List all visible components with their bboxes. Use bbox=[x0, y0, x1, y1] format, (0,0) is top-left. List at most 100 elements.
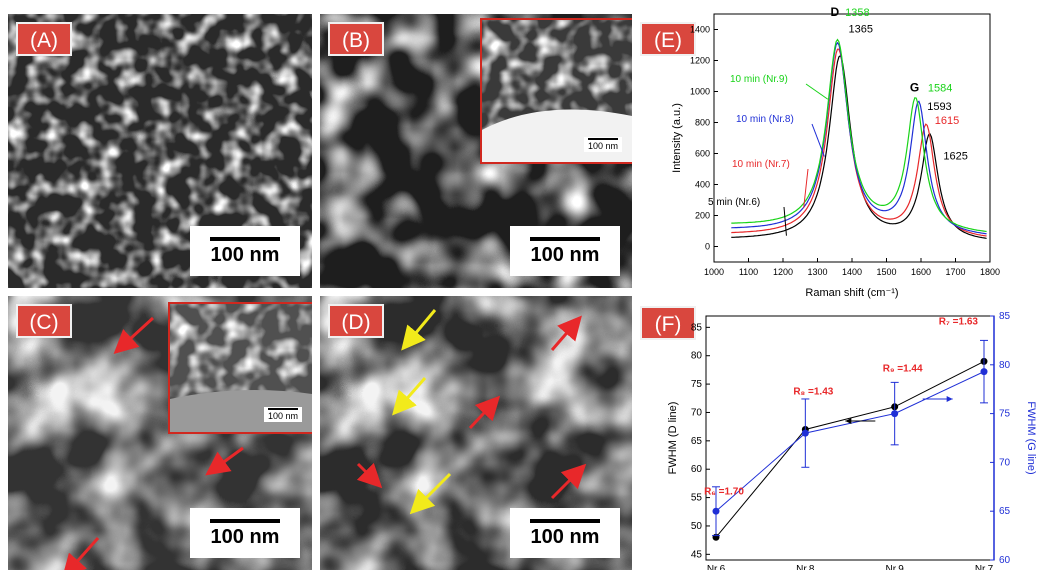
y-left-axis-label: FWHM (D line) bbox=[667, 402, 679, 475]
series-label: 10 min (Nr.9) bbox=[730, 74, 788, 85]
x-tick-label: 1100 bbox=[739, 267, 758, 277]
series-pointer bbox=[811, 123, 825, 157]
y-tick-label: 75 bbox=[691, 379, 703, 390]
red-arrow bbox=[356, 462, 383, 489]
left-axis-indicator-head bbox=[845, 417, 852, 424]
scale-bar-label-c: 100 nm bbox=[210, 526, 280, 548]
scale-bar-label-d: 100 nm bbox=[530, 526, 600, 548]
x-tick-label: 1400 bbox=[842, 267, 862, 277]
y-right-tick-label: 75 bbox=[999, 409, 1011, 420]
y-right-tick-label: 65 bbox=[999, 506, 1011, 517]
x-tick-label: Nr.8 bbox=[796, 564, 815, 570]
red-arrow bbox=[550, 315, 582, 351]
red-arrow bbox=[468, 395, 501, 430]
scale-bar-label-a: 100 nm bbox=[210, 244, 280, 266]
series-pointer bbox=[803, 168, 809, 208]
x-tick-label: Nr.7 bbox=[975, 564, 994, 570]
y-tick-label: 80 bbox=[691, 351, 703, 362]
y-right-tick-label: 60 bbox=[999, 555, 1011, 566]
scale-bar-label-b: 100 nm bbox=[530, 244, 600, 266]
fwhm-line bbox=[715, 360, 985, 538]
x-axis-label: Raman shift (cm⁻¹) bbox=[805, 287, 898, 299]
data-point bbox=[891, 410, 899, 418]
peak-value: 1584 bbox=[928, 83, 952, 95]
red-arrow bbox=[62, 537, 100, 570]
peak-value: 1615 bbox=[935, 115, 959, 127]
y-tick-label: 1000 bbox=[690, 87, 710, 97]
y-tick-label: 65 bbox=[691, 436, 703, 447]
y-tick-label: 200 bbox=[695, 211, 710, 221]
peak-d-label: D bbox=[830, 5, 839, 19]
scale-bar-c: 100 nm bbox=[190, 508, 300, 558]
panel-label-f: (F) bbox=[640, 306, 696, 340]
x-tick-label: 1500 bbox=[876, 267, 896, 277]
ratio-label: R₈ =1.43 bbox=[793, 386, 833, 397]
x-tick-label: 1600 bbox=[911, 267, 931, 277]
y-tick-label: 85 bbox=[691, 322, 703, 333]
inset-c: 100 nm bbox=[168, 302, 312, 434]
panel-label-e: (E) bbox=[640, 22, 696, 56]
peak-value: 1625 bbox=[943, 151, 967, 163]
inset-image-c bbox=[170, 304, 312, 432]
panel-label-b: (B) bbox=[328, 22, 384, 56]
inset-b: 100 nm bbox=[480, 18, 632, 164]
x-tick-label: Nr.9 bbox=[885, 564, 904, 570]
sem-image-a bbox=[8, 14, 312, 288]
x-tick-label: 1800 bbox=[980, 267, 1000, 277]
panel-label-d: (D) bbox=[328, 304, 384, 338]
panel-label-a: (A) bbox=[16, 22, 72, 56]
data-point bbox=[712, 507, 720, 515]
sem-panel-c: (C) 100 nm 100 nm bbox=[8, 296, 312, 570]
scale-bar-a: 100 nm bbox=[190, 226, 300, 276]
y-tick-label: 800 bbox=[695, 118, 710, 128]
peak-value: 1365 bbox=[849, 24, 873, 36]
y-right-tick-label: 85 bbox=[999, 311, 1011, 322]
ratio-label: R₉ =1.44 bbox=[883, 364, 923, 375]
arrow-layer-d bbox=[356, 309, 587, 515]
y-axis-label: Intensity (a.u.) bbox=[671, 103, 683, 173]
y-tick-label: 70 bbox=[691, 407, 703, 418]
spectrum-line bbox=[731, 38, 987, 233]
raman-spectrum-chart: 1000 1100 1200 1300 1400 1500 1600 1700 1800 0 200… bbox=[671, 5, 1000, 299]
x-tick-label: 1000 bbox=[704, 267, 724, 277]
x-tick-label: 1300 bbox=[807, 267, 827, 277]
x-tick-label: Nr.6 bbox=[707, 564, 726, 570]
y-tick-label: 45 bbox=[691, 549, 703, 560]
y-tick-label: 60 bbox=[691, 464, 703, 475]
y-right-axis-label: FWHM (G line) bbox=[1025, 401, 1037, 474]
scale-bar-d: 100 nm bbox=[510, 508, 620, 558]
spectrum-line bbox=[731, 48, 987, 237]
y-right-tick-label: 80 bbox=[999, 360, 1011, 371]
y-tick-label: 400 bbox=[695, 180, 710, 190]
red-arrow bbox=[205, 446, 244, 476]
y-tick-label: 50 bbox=[691, 521, 703, 532]
ratio-label: R₆ =1.70 bbox=[704, 487, 744, 498]
fwhm-chart: 45 50 55 60 65 70 75 80 85 60 65 70 75 80 85 Nr.6 Nr.8 Nr… bbox=[667, 311, 1037, 570]
scale-bar-b: 100 nm bbox=[510, 226, 620, 276]
fwhm-line bbox=[715, 371, 985, 512]
series-pointer bbox=[783, 206, 787, 236]
y-right-tick-label: 70 bbox=[999, 457, 1011, 468]
right-axis-indicator-head bbox=[946, 395, 953, 402]
sem-panel-b: (B) 100 nm 100 nm bbox=[320, 14, 632, 288]
peak-g-label: G bbox=[910, 81, 919, 95]
ratio-label: R₇ =1.63 bbox=[939, 317, 979, 328]
yellow-arrow bbox=[401, 309, 437, 351]
series-label: 10 min (Nr.7) bbox=[732, 159, 790, 170]
y-tick-label: 0 bbox=[705, 242, 710, 252]
plot-frame bbox=[705, 315, 995, 561]
panel-label-c: (C) bbox=[16, 304, 72, 338]
x-tick-label: 1700 bbox=[945, 267, 965, 277]
y-tick-label: 55 bbox=[691, 493, 703, 504]
y-tick-label: 1400 bbox=[690, 25, 710, 35]
peak-value: 1593 bbox=[927, 101, 951, 113]
inset-scale-c: 100 nm bbox=[263, 407, 302, 422]
x-tick-label: 1200 bbox=[773, 267, 793, 277]
y-tick-label: 1200 bbox=[690, 56, 710, 66]
data-point bbox=[801, 429, 809, 437]
red-arrow bbox=[113, 316, 155, 355]
series-pointer bbox=[805, 83, 829, 100]
yellow-arrow bbox=[409, 472, 452, 515]
sem-panel-a: (A) 100 nm bbox=[8, 14, 312, 288]
sem-panel-d: (D) 100 nm bbox=[320, 296, 632, 570]
